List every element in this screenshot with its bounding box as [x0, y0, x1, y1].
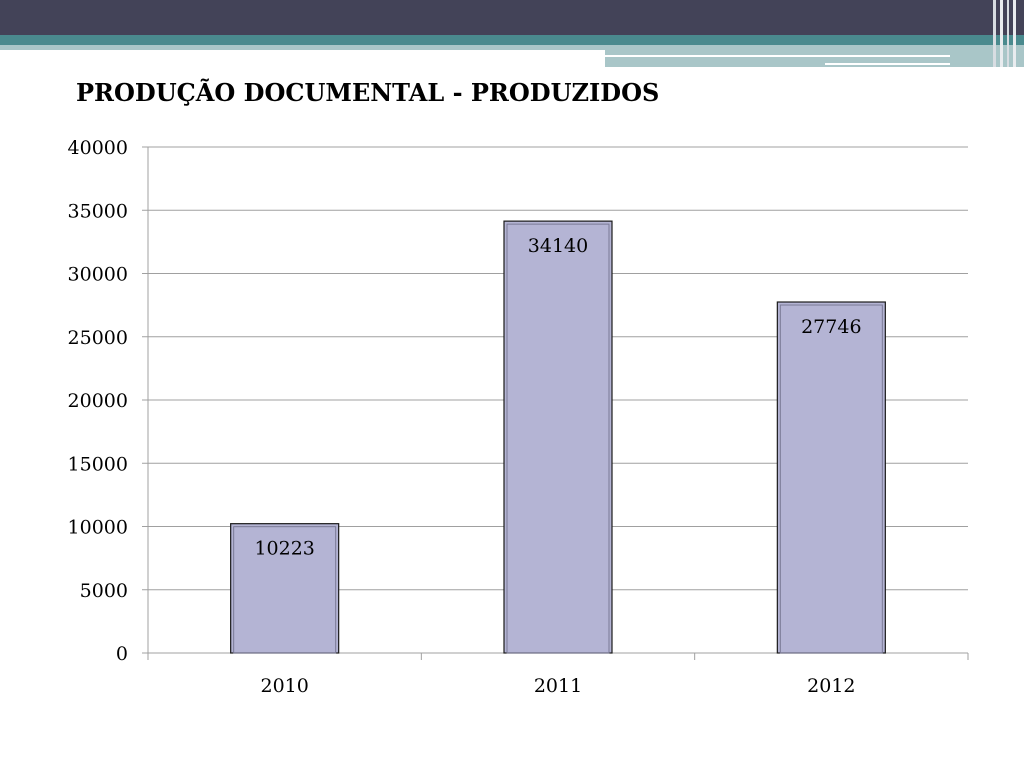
- header-white-line-2: [825, 63, 950, 65]
- y-tick-label: 40000: [68, 137, 128, 159]
- x-tick-labels: 2010 2011 2012: [260, 675, 855, 697]
- header-teal-band: [0, 35, 1024, 45]
- y-tick-label: 15000: [68, 453, 128, 475]
- y-tick-label: 30000: [68, 264, 128, 286]
- data-label-2012: 27746: [801, 316, 861, 338]
- y-tick-label: 5000: [80, 580, 128, 602]
- slide-title: PRODUÇÃO DOCUMENTAL - PRODUZIDOS: [76, 78, 660, 107]
- x-tick-label-2011: 2011: [534, 675, 582, 697]
- x-tick-label-2012: 2012: [807, 675, 855, 697]
- data-labels: 10223 34140 27746: [254, 235, 861, 560]
- bars: [230, 220, 886, 654]
- y-tick-labels: 0 5000 10000 15000 20000 25000 30000 35000 40000: [68, 137, 128, 665]
- data-label-2010: 10223: [254, 538, 314, 560]
- header-stripe-1: [993, 0, 996, 67]
- bar-inner-edge: [779, 304, 883, 654]
- x-tick-label-2010: 2010: [260, 675, 308, 697]
- header-white-line: [605, 55, 950, 57]
- y-tick-label: 0: [116, 643, 128, 665]
- header-dark-band: [0, 0, 1024, 35]
- y-tick-label: 25000: [68, 327, 128, 349]
- header-stripe-3: [1007, 0, 1009, 67]
- header-stripe-2: [1000, 0, 1003, 67]
- bar-inner-edge: [506, 223, 610, 654]
- y-tick-label: 35000: [68, 200, 128, 222]
- header-stripe-4: [1013, 0, 1016, 67]
- data-label-2011: 34140: [528, 235, 588, 257]
- header-decoration: [0, 0, 1024, 67]
- y-tick-label: 10000: [68, 517, 128, 539]
- bar-2012: [776, 301, 886, 654]
- bar-inner-edge: [233, 526, 337, 654]
- y-tick-label: 20000: [68, 390, 128, 412]
- header-light-band: [0, 45, 605, 50]
- bar-2011: [503, 220, 613, 654]
- bar-2010: [230, 523, 340, 654]
